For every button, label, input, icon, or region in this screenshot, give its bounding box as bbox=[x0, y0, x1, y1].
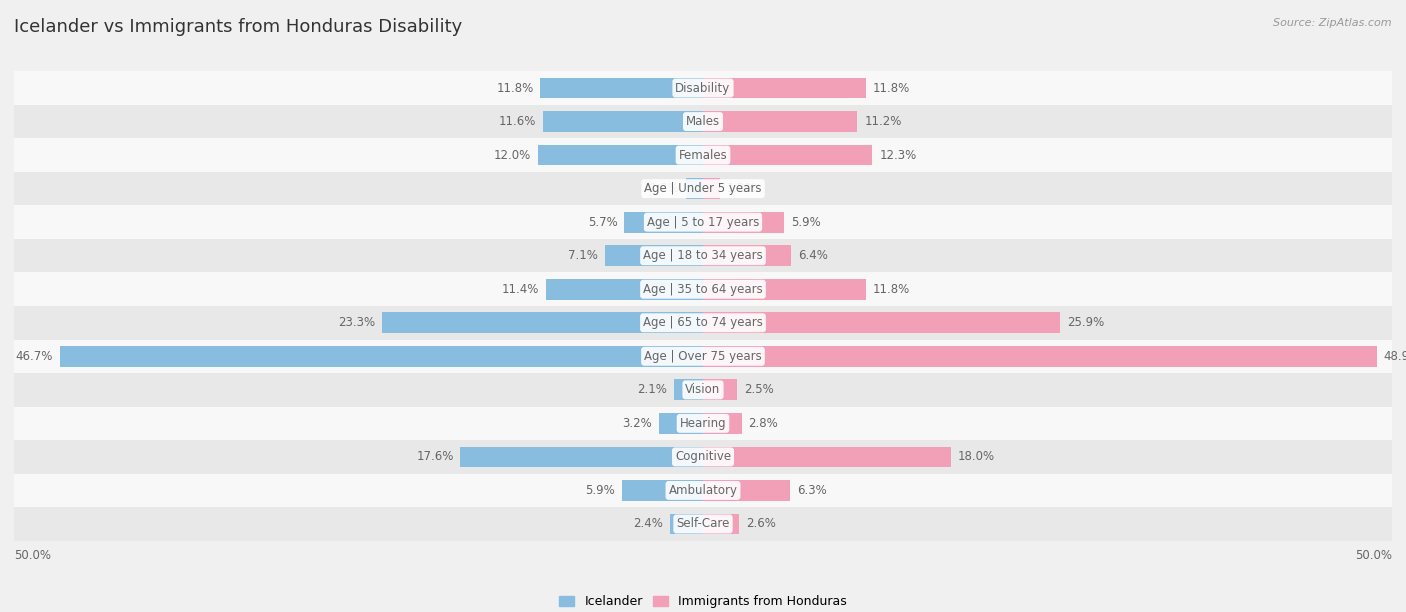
Text: Icelander vs Immigrants from Honduras Disability: Icelander vs Immigrants from Honduras Di… bbox=[14, 18, 463, 36]
Text: 6.3%: 6.3% bbox=[797, 484, 827, 497]
Bar bbox=[546, 279, 703, 300]
Bar bbox=[703, 144, 873, 165]
Text: Disability: Disability bbox=[675, 81, 731, 94]
Text: 25.9%: 25.9% bbox=[1067, 316, 1104, 329]
Bar bbox=[461, 447, 703, 468]
Bar bbox=[605, 245, 703, 266]
Text: Age | 35 to 64 years: Age | 35 to 64 years bbox=[643, 283, 763, 296]
Bar bbox=[703, 346, 1376, 367]
Text: Hearing: Hearing bbox=[679, 417, 727, 430]
Bar bbox=[14, 138, 1392, 172]
Bar bbox=[659, 413, 703, 434]
Bar bbox=[703, 513, 738, 534]
Bar bbox=[543, 111, 703, 132]
Text: 48.9%: 48.9% bbox=[1384, 350, 1406, 363]
Text: 11.8%: 11.8% bbox=[496, 81, 533, 94]
Text: 2.8%: 2.8% bbox=[748, 417, 778, 430]
Bar bbox=[14, 373, 1392, 406]
Text: 23.3%: 23.3% bbox=[337, 316, 375, 329]
Text: 11.2%: 11.2% bbox=[865, 115, 901, 128]
Bar bbox=[14, 340, 1392, 373]
Bar bbox=[673, 379, 703, 400]
Text: 2.5%: 2.5% bbox=[744, 383, 775, 397]
Bar bbox=[703, 78, 866, 99]
Bar bbox=[382, 312, 703, 333]
Bar bbox=[14, 406, 1392, 440]
Text: 5.9%: 5.9% bbox=[585, 484, 614, 497]
Text: 12.3%: 12.3% bbox=[879, 149, 917, 162]
Bar bbox=[14, 306, 1392, 340]
Bar bbox=[703, 279, 866, 300]
Text: 5.7%: 5.7% bbox=[588, 215, 617, 229]
Bar bbox=[703, 447, 950, 468]
Bar bbox=[59, 346, 703, 367]
Text: Cognitive: Cognitive bbox=[675, 450, 731, 463]
Text: Age | Over 75 years: Age | Over 75 years bbox=[644, 350, 762, 363]
Text: Age | 5 to 17 years: Age | 5 to 17 years bbox=[647, 215, 759, 229]
Text: 11.8%: 11.8% bbox=[873, 81, 910, 94]
Text: 50.0%: 50.0% bbox=[1355, 549, 1392, 562]
Bar bbox=[14, 172, 1392, 206]
Text: 11.6%: 11.6% bbox=[499, 115, 536, 128]
Bar bbox=[14, 440, 1392, 474]
Text: Self-Care: Self-Care bbox=[676, 518, 730, 531]
Text: 11.4%: 11.4% bbox=[502, 283, 538, 296]
Bar bbox=[669, 513, 703, 534]
Text: 2.6%: 2.6% bbox=[745, 518, 776, 531]
Text: Males: Males bbox=[686, 115, 720, 128]
Bar bbox=[14, 239, 1392, 272]
Text: Source: ZipAtlas.com: Source: ZipAtlas.com bbox=[1274, 18, 1392, 28]
Bar bbox=[703, 480, 790, 501]
Text: 3.2%: 3.2% bbox=[623, 417, 652, 430]
Text: 17.6%: 17.6% bbox=[416, 450, 454, 463]
Text: 5.9%: 5.9% bbox=[792, 215, 821, 229]
Bar bbox=[14, 71, 1392, 105]
Bar bbox=[703, 212, 785, 233]
Bar bbox=[703, 379, 738, 400]
Text: Vision: Vision bbox=[685, 383, 721, 397]
Text: 1.2%: 1.2% bbox=[727, 182, 756, 195]
Text: Age | Under 5 years: Age | Under 5 years bbox=[644, 182, 762, 195]
Bar bbox=[14, 474, 1392, 507]
Text: 2.1%: 2.1% bbox=[637, 383, 668, 397]
Text: 50.0%: 50.0% bbox=[14, 549, 51, 562]
Bar bbox=[14, 272, 1392, 306]
Text: 2.4%: 2.4% bbox=[633, 518, 664, 531]
Bar bbox=[703, 178, 720, 199]
Bar bbox=[703, 312, 1060, 333]
Bar bbox=[703, 413, 741, 434]
Legend: Icelander, Immigrants from Honduras: Icelander, Immigrants from Honduras bbox=[560, 595, 846, 608]
Bar bbox=[14, 105, 1392, 138]
Text: 18.0%: 18.0% bbox=[957, 450, 995, 463]
Text: Ambulatory: Ambulatory bbox=[668, 484, 738, 497]
Bar bbox=[624, 212, 703, 233]
Text: Females: Females bbox=[679, 149, 727, 162]
Bar bbox=[537, 144, 703, 165]
Text: Age | 65 to 74 years: Age | 65 to 74 years bbox=[643, 316, 763, 329]
Text: 11.8%: 11.8% bbox=[873, 283, 910, 296]
Bar bbox=[703, 245, 792, 266]
Bar bbox=[14, 206, 1392, 239]
Text: 46.7%: 46.7% bbox=[15, 350, 52, 363]
Bar bbox=[14, 507, 1392, 541]
Text: 6.4%: 6.4% bbox=[799, 249, 828, 262]
Text: Age | 18 to 34 years: Age | 18 to 34 years bbox=[643, 249, 763, 262]
Bar bbox=[686, 178, 703, 199]
Bar bbox=[540, 78, 703, 99]
Bar bbox=[703, 111, 858, 132]
Text: 12.0%: 12.0% bbox=[494, 149, 531, 162]
Text: 7.1%: 7.1% bbox=[568, 249, 599, 262]
Text: 1.2%: 1.2% bbox=[650, 182, 679, 195]
Bar bbox=[621, 480, 703, 501]
